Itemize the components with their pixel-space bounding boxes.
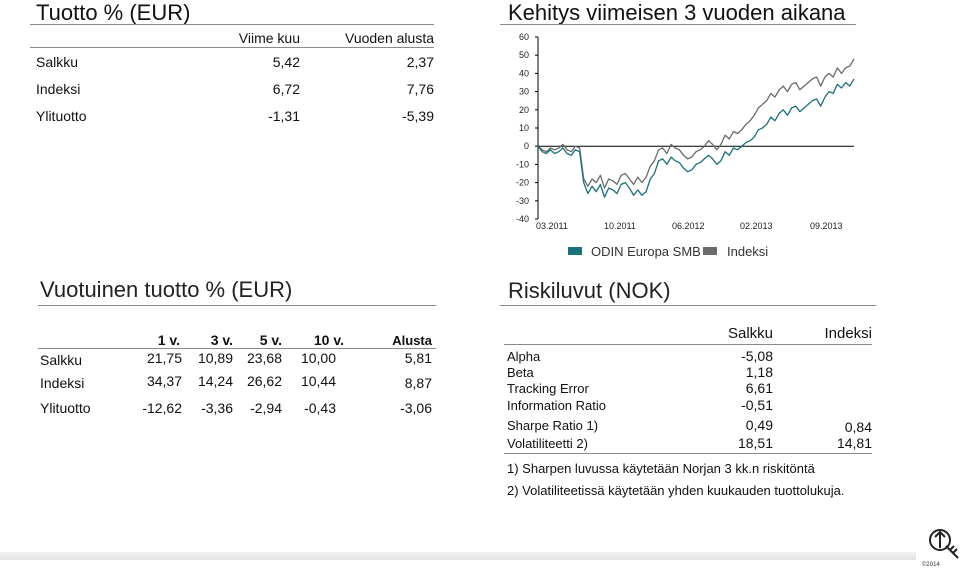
x-tick-label: 10.2011: [604, 221, 636, 231]
row-label: Alpha: [507, 349, 541, 364]
cell-value: 23,68: [246, 350, 282, 366]
tuotto-header-rule: [30, 47, 434, 48]
series-line-odin: [537, 78, 855, 198]
cell-value: 0,49: [745, 417, 773, 433]
cell-value: 6,72: [272, 81, 300, 97]
row-label: Salkku: [36, 54, 79, 70]
legend-label-odin: ODIN Europa SMB: [591, 244, 701, 259]
row-label: Ylituotto: [36, 108, 87, 124]
legend-label-indeksi: Indeksi: [727, 244, 769, 259]
row-label: Information Ratio: [507, 398, 606, 413]
cell-value: -0,43: [304, 400, 336, 416]
cell-value: 14,24: [197, 373, 233, 389]
cell-value: -0,51: [741, 397, 773, 413]
cell-value: 10,44: [300, 373, 336, 389]
riski-table-bottom-rule: [504, 453, 872, 454]
vuotuinen-title-rule: [38, 305, 436, 306]
cell-value: 5,42: [272, 54, 300, 70]
logo-text: ©2014: [922, 562, 940, 568]
y-tick-label: 50: [519, 50, 529, 60]
row-label: Indeksi: [40, 375, 85, 391]
cell-value: -1,31: [268, 108, 300, 124]
y-tick-label: 60: [519, 32, 529, 42]
cell-value: -12,62: [142, 400, 182, 416]
vuotuinen-header-3v: 3 v.: [210, 332, 233, 348]
legend-swatch-odin: [568, 247, 582, 255]
cell-value: 5,81: [404, 350, 432, 366]
vuotuinen-header-10v: 10 v.: [313, 332, 344, 348]
y-tick-label: -40: [516, 214, 529, 224]
y-tick-label: 0: [524, 141, 529, 151]
cell-value: -3,06: [400, 400, 432, 416]
cell-value: 0,84: [844, 419, 872, 435]
y-tick-label: -20: [516, 178, 529, 188]
riski-title-rule: [500, 305, 876, 306]
vuotuinen-header-alusta: Alusta: [392, 333, 432, 348]
tuotto-title-rule: [30, 24, 434, 25]
y-tick-label: -30: [516, 196, 529, 206]
footer-bar: [0, 552, 960, 560]
kehitys-title-rule: [500, 24, 856, 25]
x-tick-label: 06.2012: [672, 221, 705, 231]
riski-header-indeksi: Indeksi: [824, 325, 872, 342]
odin-logo-icon: [929, 529, 959, 559]
x-tick-label: 09.2013: [810, 221, 843, 231]
vuotuinen-title: Vuotuinen tuotto % (EUR): [40, 277, 293, 302]
cell-value: 14,81: [836, 435, 872, 451]
cell-value: -2,94: [250, 400, 282, 416]
cell-value: 10,89: [197, 350, 233, 366]
riski-footnote-1: 1) Sharpen luvussa käytetään Norjan 3 kk…: [507, 461, 815, 476]
riski-header-rule: [504, 344, 872, 345]
odin-logo: ©2014: [916, 522, 960, 571]
legend-swatch-indeksi: [703, 247, 717, 255]
cell-value: 2,37: [406, 54, 434, 70]
y-tick-label: -10: [516, 159, 529, 169]
riski-header-salkku: Salkku: [727, 325, 773, 342]
tuotto-title: Tuotto % (EUR): [36, 0, 191, 25]
kehitys-title: Kehitys viimeisen 3 vuoden aikana: [508, 0, 846, 25]
cell-value: 1,18: [745, 364, 773, 380]
row-label: Tracking Error: [507, 381, 589, 396]
cell-value: -5,39: [402, 108, 434, 124]
row-label: Salkku: [40, 352, 83, 368]
vuotuinen-header-1v: 1 v.: [157, 332, 180, 348]
cell-value: 8,87: [404, 375, 432, 391]
y-tick-label: 30: [519, 87, 529, 97]
row-label: Indeksi: [36, 81, 81, 97]
cell-value: 18,51: [737, 435, 773, 451]
cell-value: 26,62: [246, 373, 282, 389]
cell-value: 6,61: [745, 380, 773, 396]
riski-footnote-2: 2) Volatiliteetissä käytetään yhden kuuk…: [507, 483, 845, 498]
cell-value: 10,00: [300, 350, 336, 366]
row-label: Beta: [507, 365, 534, 380]
tuotto-header-vuoden-alusta: Vuoden alusta: [345, 30, 434, 46]
row-label: Sharpe Ratio 1): [507, 418, 599, 433]
vuotuinen-header-rule: [38, 348, 436, 349]
tuotto-header-viime-kuu: Viime kuu: [238, 30, 300, 46]
cell-value: -5,08: [741, 348, 773, 364]
x-tick-label: 03.2011: [536, 221, 568, 231]
cell-value: -3,36: [201, 400, 233, 416]
performance-chart: 60 50 40 30 20 10 0 -10 -20 -30 -40 03.2011 10.2011 0…: [516, 32, 855, 231]
y-tick-label: 10: [519, 123, 529, 133]
cell-value: 21,75: [146, 350, 182, 366]
vuotuinen-header-5v: 5 v.: [259, 332, 282, 348]
x-tick-label: 02.2013: [740, 221, 773, 231]
row-label: Ylituotto: [40, 400, 91, 416]
riski-title: Riskiluvut (NOK): [508, 278, 671, 303]
y-tick-label: 20: [519, 105, 529, 115]
y-tick-label: 40: [519, 68, 529, 78]
series-line-indeksi: [537, 58, 855, 189]
row-label: Volatiliteetti 2): [507, 436, 588, 451]
cell-value: 34,37: [146, 373, 182, 389]
cell-value: 7,76: [406, 81, 434, 97]
